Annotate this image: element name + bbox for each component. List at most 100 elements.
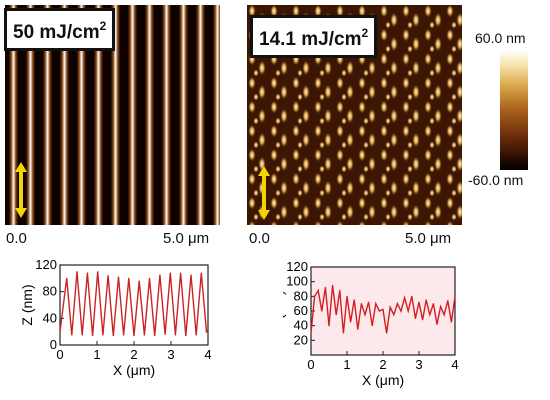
height-colorbar <box>500 50 528 170</box>
series-point <box>91 335 94 337</box>
x-tick-label: 4 <box>204 347 211 362</box>
series-point <box>154 335 156 337</box>
series-point <box>346 295 348 297</box>
x-tick-label: 4 <box>451 357 458 372</box>
series-point <box>190 274 192 276</box>
series-point <box>207 329 209 331</box>
series-point <box>97 271 99 273</box>
y-tick-label: 20 <box>294 332 308 347</box>
series-point <box>148 277 151 279</box>
series-point <box>81 334 83 336</box>
series-point <box>159 274 161 276</box>
x-tick-label: 2 <box>379 357 386 372</box>
y-axis-label: Z (nm) <box>19 284 35 325</box>
series-point <box>436 323 438 325</box>
series-point <box>350 321 352 323</box>
series-point <box>364 314 366 316</box>
series-point <box>112 335 114 337</box>
series-point <box>447 300 449 302</box>
series-point <box>332 284 334 286</box>
y-tick-label: 120 <box>286 259 308 274</box>
series-point <box>143 334 145 336</box>
x-tick-label: 1 <box>93 347 100 362</box>
series-point <box>174 334 177 336</box>
series-point <box>200 272 202 274</box>
series-point <box>414 317 416 319</box>
period-arrow-left <box>15 162 27 218</box>
series-point <box>339 289 341 292</box>
fluence-label-right: 14.1 mJ/cm2 <box>250 15 378 58</box>
series-point <box>317 289 319 292</box>
series-point <box>418 301 420 303</box>
y-tick-label: 120 <box>35 257 57 272</box>
series-point <box>133 335 135 337</box>
series-point <box>321 310 323 312</box>
series-point <box>59 331 61 333</box>
scale-start-left: 0.0 <box>6 230 27 247</box>
series-point <box>411 295 413 297</box>
fluence-exponent: 2 <box>99 19 107 33</box>
series-point <box>205 331 208 333</box>
series-point <box>404 297 406 299</box>
series-point <box>71 334 73 336</box>
series-point <box>328 325 330 327</box>
y-tick-label: 40 <box>294 318 308 333</box>
y-tick-label: 100 <box>286 274 308 289</box>
series-point <box>169 272 171 274</box>
fluence-exponent: 2 <box>361 26 369 40</box>
x-tick-label: 3 <box>167 347 174 362</box>
x-tick-label: 3 <box>415 357 422 372</box>
series-point <box>310 332 312 334</box>
series-point <box>342 332 344 334</box>
fluence-value: 14.1 mJ/cm <box>259 29 362 50</box>
scale-end-left: 5.0 μm <box>163 230 210 247</box>
series-point <box>324 286 326 289</box>
series-point <box>335 314 337 316</box>
series-point <box>314 295 316 297</box>
period-arrow-right <box>258 166 270 220</box>
series-point <box>440 306 442 308</box>
series-point <box>128 277 130 279</box>
series-point <box>389 306 391 308</box>
series-point <box>357 328 359 330</box>
series-point <box>353 299 355 301</box>
y-tick-label: 80 <box>43 284 57 299</box>
series-point <box>382 308 384 311</box>
series-point <box>138 280 140 282</box>
scale-end-right: 5.0 μm <box>405 230 452 247</box>
series-point <box>396 303 398 305</box>
series-point <box>86 272 88 274</box>
series-point <box>368 301 370 303</box>
fluence-label-left: 50 mJ/cm2 <box>4 8 116 51</box>
colorbar-min-label: -60.0 nm <box>468 172 524 188</box>
x-axis-label: X (μm) <box>113 362 155 378</box>
series-point <box>407 310 409 312</box>
series-point <box>185 335 187 337</box>
x-tick-label: 0 <box>307 357 314 372</box>
series-point <box>195 334 197 336</box>
series-point <box>386 332 388 334</box>
series-point <box>400 310 402 312</box>
series-point <box>393 314 395 316</box>
series-point <box>432 303 434 305</box>
x-tick-label: 0 <box>56 347 63 362</box>
series-point <box>102 334 104 336</box>
series-point <box>117 276 120 278</box>
series-point <box>371 325 373 327</box>
series-line <box>59 271 209 336</box>
series-point <box>443 314 445 316</box>
series-point <box>107 275 109 277</box>
y-tick-label: 0 <box>50 337 57 352</box>
series-point <box>378 310 380 312</box>
series-point <box>422 319 424 321</box>
series-point <box>180 272 182 274</box>
x-tick-label: 2 <box>130 347 137 362</box>
series-point <box>454 295 456 297</box>
series-point <box>76 271 78 273</box>
series-point <box>164 333 166 335</box>
fluence-value: 50 mJ/cm <box>13 22 100 43</box>
x-tick-label: 1 <box>343 357 350 372</box>
series-point <box>429 314 431 316</box>
